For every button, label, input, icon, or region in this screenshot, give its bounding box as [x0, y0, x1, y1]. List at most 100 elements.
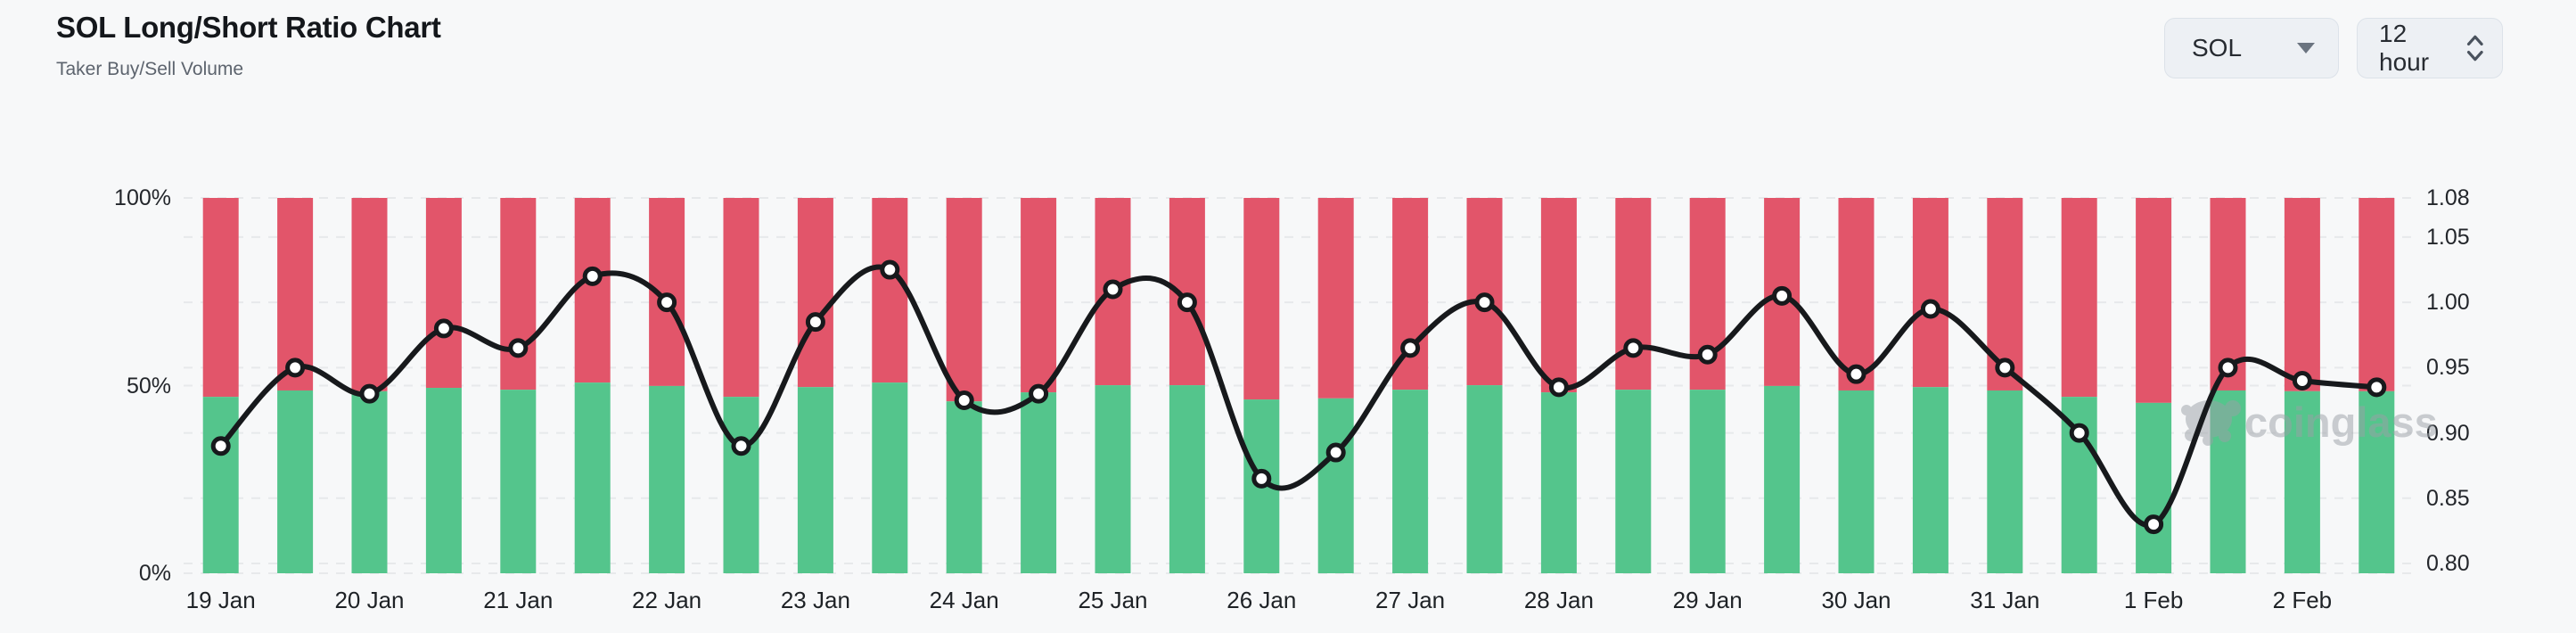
- buy-bar: [872, 382, 908, 573]
- x-axis-label: 21 Jan: [483, 587, 554, 613]
- ratio-point: [1474, 292, 1495, 313]
- ratio-point: [2069, 423, 2089, 443]
- buy-bar: [1764, 385, 1801, 573]
- x-axis-label: 29 Jan: [1672, 587, 1743, 613]
- caret-down-icon: [2297, 43, 2315, 53]
- y-axis-right-label: 1.00: [2426, 290, 2470, 316]
- buy-bar: [1912, 387, 1948, 573]
- y-axis-right-label: 0.95: [2426, 355, 2470, 381]
- x-axis-label: 28 Jan: [1523, 587, 1594, 613]
- sell-bar: [1466, 198, 1503, 386]
- ratio-point: [582, 266, 603, 286]
- y-axis-left-label: 0%: [138, 561, 171, 586]
- y-axis-left-label: 100%: [114, 185, 171, 210]
- ratio-point: [1325, 442, 1346, 463]
- sell-bar: [1838, 198, 1875, 390]
- ratio-point: [805, 312, 825, 333]
- buy-bar: [574, 382, 611, 573]
- x-axis-label: 31 Jan: [1970, 587, 2040, 613]
- buy-bar: [1540, 392, 1577, 573]
- buy-bar: [723, 397, 759, 573]
- sell-bar: [872, 198, 908, 383]
- buy-bar: [1466, 385, 1503, 573]
- symbol-select[interactable]: SOL: [2164, 18, 2339, 78]
- buy-bar: [1615, 390, 1652, 573]
- ratio-point: [1846, 364, 1866, 384]
- x-axis-label: 2 Feb: [2272, 587, 2333, 613]
- x-axis-label: 1 Feb: [2123, 587, 2184, 613]
- buy-bar: [1987, 390, 2023, 573]
- symbol-select-value: SOL: [2192, 34, 2243, 62]
- sell-bar: [1021, 198, 1057, 393]
- sell-bar: [2061, 198, 2097, 398]
- buy-bar: [1021, 392, 1057, 573]
- sell-bar: [1615, 198, 1652, 390]
- ratio-point: [2218, 358, 2238, 378]
- x-axis-label: 30 Jan: [1821, 587, 1891, 613]
- sell-bar: [500, 198, 537, 390]
- sell-bar: [2136, 198, 2172, 403]
- sell-bar: [574, 198, 611, 383]
- ratio-point: [285, 358, 306, 378]
- ratio-point: [2144, 514, 2164, 535]
- sell-bar: [2284, 198, 2320, 391]
- coinglass-watermark: coinglass: [2181, 399, 2438, 446]
- x-axis-label: 20 Jan: [334, 587, 405, 613]
- ratio-point: [1251, 468, 1272, 489]
- x-axis-label: 25 Jan: [1078, 587, 1148, 613]
- buy-bar: [1169, 385, 1205, 573]
- interval-select[interactable]: 12 hour: [2357, 18, 2503, 78]
- buy-bar: [2136, 402, 2172, 573]
- buy-bar: [202, 397, 239, 573]
- sell-bar: [797, 198, 833, 388]
- ratio-point: [210, 436, 231, 456]
- buy-bar: [946, 401, 982, 573]
- watermark-text: coinglass: [2244, 399, 2438, 446]
- buy-bar: [2284, 390, 2320, 573]
- sell-bar: [1243, 198, 1280, 400]
- sell-bar: [1912, 198, 1948, 388]
- ratio-point: [880, 259, 900, 280]
- y-axis-right-label: 1.08: [2426, 185, 2470, 210]
- y-axis-right-label: 0.85: [2426, 485, 2470, 511]
- buy-bar: [1838, 390, 1875, 573]
- ratio-point: [657, 292, 677, 313]
- page-title: SOL Long/Short Ratio Chart: [56, 11, 441, 44]
- ratio-point: [1920, 299, 1940, 319]
- buy-bar: [425, 388, 462, 573]
- ratio-point: [1995, 358, 2015, 378]
- plot-area[interactable]: coinglass: [184, 197, 2438, 574]
- ratio-point: [508, 338, 529, 358]
- buy-bar: [797, 387, 833, 573]
- stepper-updown-icon: [2467, 35, 2484, 62]
- buy-bar: [2359, 390, 2395, 573]
- y-axis-left-label: 50%: [126, 373, 171, 399]
- y-axis-right-label: 0.90: [2426, 420, 2470, 446]
- x-axis-label: 22 Jan: [632, 587, 702, 613]
- ratio-point: [1103, 279, 1123, 300]
- y-axis-right-label: 1.05: [2426, 224, 2470, 250]
- sell-bar: [723, 198, 759, 398]
- x-axis-label: 26 Jan: [1226, 587, 1297, 613]
- ratio-point: [1400, 338, 1421, 358]
- ratio-point: [2292, 371, 2312, 391]
- page-subtitle: Taker Buy/Sell Volume: [56, 59, 244, 79]
- buy-bar: [649, 385, 685, 573]
- buy-bar: [351, 390, 388, 573]
- ratio-point: [954, 390, 974, 410]
- buy-bar: [1689, 390, 1726, 573]
- x-axis-label: 24 Jan: [929, 587, 999, 613]
- sell-bar: [425, 198, 462, 389]
- chart-canvas: coinglass: [184, 197, 2438, 574]
- y-axis-right-label: 0.80: [2426, 551, 2470, 577]
- interval-select-value: 12 hour: [2379, 20, 2430, 76]
- sell-bar: [351, 198, 388, 391]
- ratio-point: [1697, 344, 1718, 365]
- ratio-point: [1177, 292, 1197, 313]
- sell-bar: [1317, 198, 1354, 399]
- sell-bar: [202, 198, 239, 398]
- sell-bar: [2359, 198, 2395, 391]
- ratio-point: [359, 383, 380, 404]
- ratio-line: [217, 264, 2380, 529]
- ratio-point: [1548, 377, 1569, 398]
